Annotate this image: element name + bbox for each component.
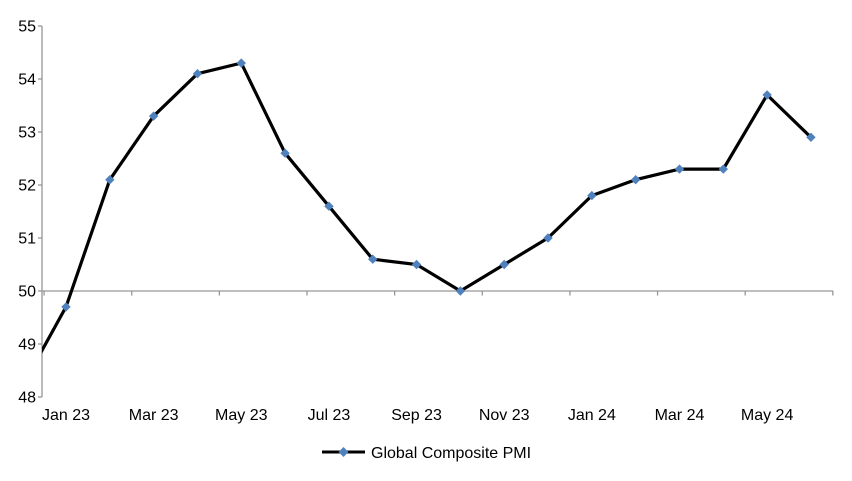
y-axis-tick-label: 49 [18, 337, 36, 354]
data-point-marker-icon [324, 201, 334, 211]
data-point-marker-icon [411, 259, 422, 270]
y-axis-tick-label: 50 [18, 284, 36, 301]
y-axis-tick-label: 51 [18, 231, 36, 248]
data-point-marker-icon [105, 175, 115, 185]
series-line [42, 61, 813, 354]
x-axis-tick-label: Mar 23 [129, 407, 179, 424]
data-point-marker-icon [499, 259, 509, 270]
y-axis-tick-label: 54 [18, 72, 36, 89]
x-axis-tick-label: Nov 23 [479, 407, 530, 424]
x-axis-tick-label: Jul 23 [308, 407, 351, 424]
data-point-marker-icon [762, 90, 772, 100]
data-point-marker-icon [455, 286, 466, 296]
x-axis-tick-label: May 24 [741, 407, 794, 424]
data-point-marker-icon [192, 69, 203, 79]
data-point-marker-icon [236, 58, 246, 68]
data-point-marker-icon [61, 302, 71, 312]
data-point-marker-icon [806, 132, 816, 142]
x-axis-tick-label: Jan 23 [42, 407, 90, 424]
legend-label: Global Composite PMI [371, 445, 531, 462]
legend-marker-icon [338, 447, 349, 457]
data-point-marker-icon [587, 190, 597, 201]
series-global-composite-pmi [42, 58, 816, 354]
data-point-marker-icon [148, 111, 159, 121]
data-point-marker-icon [674, 164, 685, 174]
data-point-marker-icon [543, 233, 553, 243]
y-axis-tick-label: 55 [18, 19, 36, 36]
x-axis-tick-label: Mar 24 [655, 407, 705, 424]
data-point-marker-icon [630, 175, 641, 185]
x-axis-tick-label: Sep 23 [391, 407, 442, 424]
y-axis-tick-label: 53 [18, 125, 36, 142]
data-point-marker-icon [718, 164, 728, 174]
data-point-marker-icon [368, 254, 378, 264]
data-point-marker-icon [280, 148, 290, 158]
y-axis-tick-label: 48 [18, 390, 36, 407]
x-axis-tick-label: May 23 [215, 407, 268, 424]
x-axis-tick-label: Jan 24 [568, 407, 616, 424]
y-axis-tick-label: 52 [18, 178, 36, 195]
